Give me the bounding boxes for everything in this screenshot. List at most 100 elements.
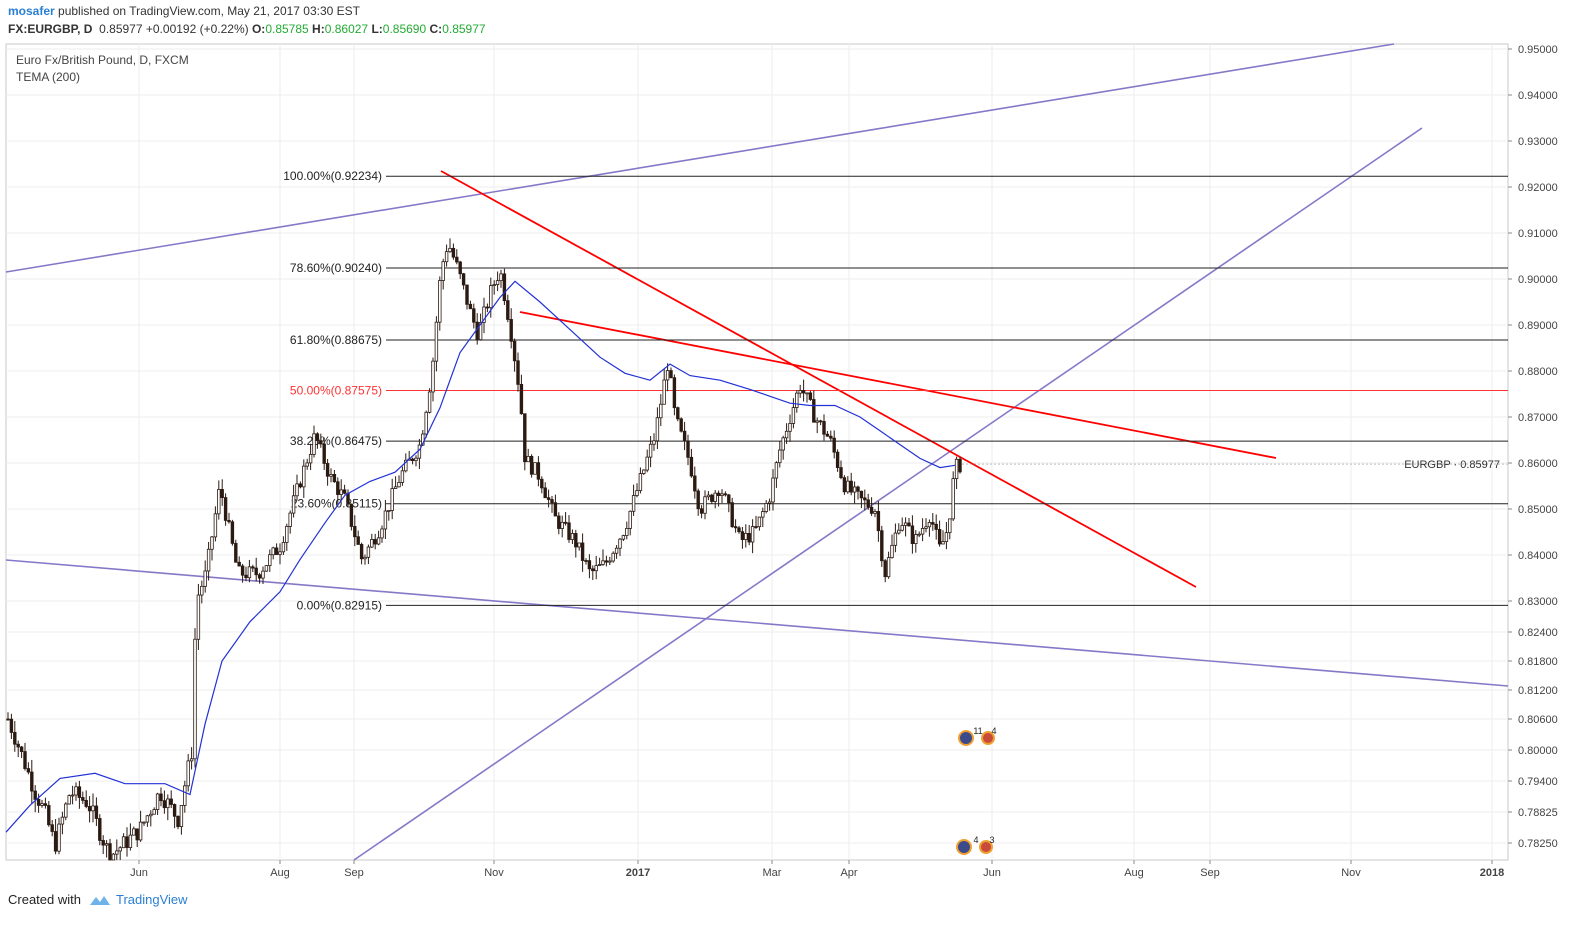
candle-body [387, 510, 391, 512]
candle-body [699, 508, 704, 514]
candle-body [162, 800, 167, 809]
candle-body [278, 551, 282, 555]
candle-body [142, 821, 146, 824]
candle-body [934, 523, 938, 530]
candle-body [145, 815, 150, 823]
candle-body [356, 536, 360, 545]
candle-body [468, 303, 473, 310]
candle-body [818, 420, 823, 423]
candle-body [852, 486, 857, 493]
candle-body [104, 843, 109, 846]
last-price: 0.85977 [99, 22, 143, 36]
candle-body [941, 541, 945, 545]
candle-body [349, 503, 354, 527]
candle-body [312, 433, 316, 455]
y-tick-label: 0.83000 [1518, 596, 1558, 608]
candle-body [383, 510, 388, 530]
candle-body [203, 570, 207, 587]
event-count: 11 [973, 726, 982, 736]
x-tick-label: Apr [840, 867, 857, 879]
tema-path [5, 280, 956, 833]
candle-body [822, 421, 826, 435]
candle-body [9, 718, 14, 733]
candle-body [526, 455, 530, 463]
candle-body [924, 526, 928, 529]
candle-body [733, 526, 738, 529]
candle-body [84, 799, 88, 807]
y-tick-label: 0.80000 [1518, 745, 1558, 757]
y-tick-label: 0.79400 [1518, 776, 1558, 788]
candle-body [676, 407, 680, 420]
candle-body [359, 543, 364, 560]
candle-body [659, 403, 663, 419]
candle-body [325, 463, 330, 477]
candle-body [716, 492, 721, 497]
candle-body [754, 526, 758, 528]
candle-body [897, 529, 901, 534]
candle-body [101, 840, 105, 846]
candle-body [608, 560, 612, 563]
candle-body [271, 547, 275, 556]
candle-body [438, 280, 442, 323]
candle-body [74, 786, 78, 796]
candle-body [869, 506, 874, 514]
candle-body [954, 458, 959, 480]
candle-body [183, 785, 187, 806]
x-tick-label: Jun [983, 867, 1001, 879]
candle-body [319, 440, 323, 445]
event-count: 4 [991, 726, 996, 736]
fib-level-label: 0.00%(0.82915) [297, 598, 382, 612]
candle-body [842, 477, 847, 493]
fib-level-label: 78.60%(0.90240) [290, 261, 382, 275]
candle-body [172, 804, 177, 817]
fibonacci-retracement: 100.00%(0.92234) 78.60%(0.90240) 61.80%(0.… [283, 169, 1508, 612]
candle-body [196, 594, 201, 640]
candle-body [846, 480, 850, 493]
candle-body [60, 816, 65, 825]
candle-body [815, 420, 819, 423]
candle-body [808, 392, 813, 400]
candle-body [23, 751, 27, 769]
candle-body [876, 511, 881, 532]
candle-body [363, 556, 367, 560]
chart-header: mosafer published on TradingView.com, Ma… [0, 0, 1584, 44]
candle-body [618, 538, 622, 549]
y-tick-label: 0.80600 [1518, 714, 1558, 726]
candle-body [706, 494, 711, 498]
candle-body [390, 488, 394, 511]
username[interactable]: mosafer [8, 4, 55, 18]
y-tick-label: 0.84000 [1518, 550, 1558, 562]
candle-body [206, 548, 211, 572]
event-count: 3 [989, 835, 994, 845]
tradingview-link[interactable]: TradingView [116, 892, 188, 907]
candle-body [332, 474, 337, 483]
candle-body [322, 443, 326, 464]
candle-body [108, 843, 112, 861]
candle-body [346, 492, 350, 505]
chart-title: Euro Fx/British Pound, D, FXCM [16, 53, 189, 67]
candle-body [397, 481, 401, 488]
candlesticks [6, 238, 962, 861]
candle-body [917, 533, 921, 536]
candle-body [441, 261, 445, 281]
candle-body [696, 490, 700, 510]
candle-body [268, 554, 272, 566]
candle-body [825, 433, 830, 437]
candle-body [672, 377, 677, 409]
candle-body [655, 417, 660, 442]
candle-body [801, 390, 806, 394]
candle-body [529, 455, 534, 475]
candle-body [43, 803, 48, 806]
x-tick-label: Aug [270, 867, 290, 879]
h-value: 0.86027 [324, 22, 369, 36]
candle-body [499, 273, 503, 282]
candle-body [417, 444, 422, 459]
candle-body [210, 536, 214, 550]
candle-body [574, 533, 578, 548]
candle-body [638, 473, 643, 491]
y-tick-label: 0.86000 [1518, 458, 1558, 470]
y-tick-label: 0.78250 [1518, 838, 1558, 850]
x-tick-label: Nov [484, 867, 504, 879]
